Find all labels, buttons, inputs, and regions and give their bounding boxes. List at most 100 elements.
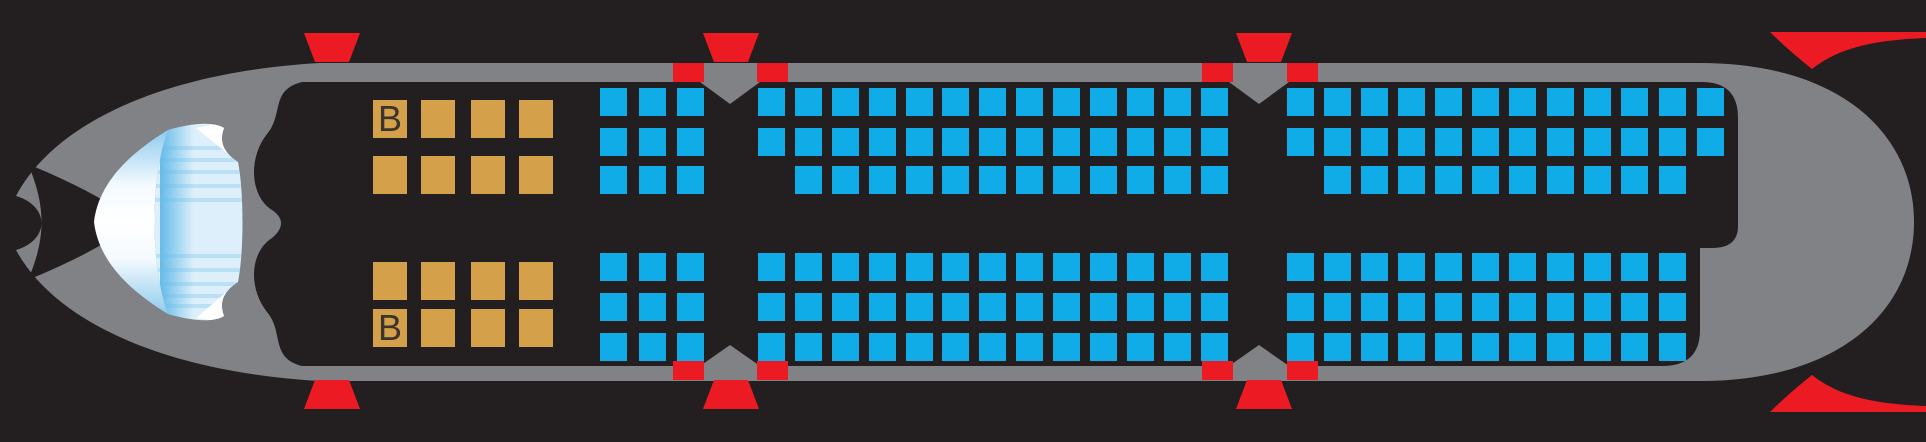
seat-economy[interactable]: [1090, 88, 1117, 116]
seat-economy[interactable]: [1435, 293, 1462, 321]
seat-economy[interactable]: [1361, 253, 1388, 281]
seat-economy[interactable]: [869, 253, 896, 281]
seat-economy[interactable]: [1127, 333, 1154, 361]
seat-economy[interactable]: [1472, 128, 1499, 156]
seat-economy[interactable]: [600, 253, 627, 281]
seat-economy[interactable]: [1659, 293, 1686, 321]
seat-economy[interactable]: [1016, 128, 1043, 156]
seat-economy[interactable]: [1324, 166, 1351, 194]
seat-economy[interactable]: [906, 333, 933, 361]
seat-economy[interactable]: [1127, 166, 1154, 194]
seat-economy[interactable]: [1584, 88, 1611, 116]
seat-economy[interactable]: [1016, 88, 1043, 116]
seat-economy[interactable]: [1287, 293, 1314, 321]
seat-economy[interactable]: [1472, 88, 1499, 116]
seat-economy[interactable]: [979, 88, 1006, 116]
seat-economy[interactable]: [1053, 333, 1080, 361]
seat-economy[interactable]: [600, 88, 627, 116]
seat-economy[interactable]: [1435, 333, 1462, 361]
seat-economy[interactable]: [869, 88, 896, 116]
seat-economy[interactable]: [1659, 166, 1686, 194]
seat-economy[interactable]: [1090, 253, 1117, 281]
seat-economy[interactable]: [1584, 333, 1611, 361]
seat-economy[interactable]: [832, 333, 859, 361]
seat-economy[interactable]: [1090, 166, 1117, 194]
seat-economy[interactable]: [1398, 253, 1425, 281]
seat-economy[interactable]: [1164, 88, 1191, 116]
seat-economy[interactable]: [1509, 253, 1536, 281]
seat-economy[interactable]: [906, 253, 933, 281]
seat-economy[interactable]: [758, 333, 785, 361]
seat-economy[interactable]: [639, 128, 666, 156]
seat-economy[interactable]: [942, 293, 969, 321]
seat-economy[interactable]: [1547, 293, 1574, 321]
seat-economy[interactable]: [1201, 128, 1228, 156]
seat-economy[interactable]: [600, 128, 627, 156]
seat-economy[interactable]: [1697, 88, 1724, 116]
seat-economy[interactable]: [1201, 88, 1228, 116]
seat-economy[interactable]: [1509, 333, 1536, 361]
seat-economy[interactable]: [600, 293, 627, 321]
seat-economy[interactable]: [1472, 253, 1499, 281]
seat-economy[interactable]: [1324, 88, 1351, 116]
seat-economy[interactable]: [1127, 253, 1154, 281]
seat-economy[interactable]: [979, 253, 1006, 281]
seat-business[interactable]: [471, 100, 505, 138]
seat-economy[interactable]: [758, 128, 785, 156]
seat-economy[interactable]: [1016, 293, 1043, 321]
seat-economy[interactable]: [832, 166, 859, 194]
seat-economy[interactable]: [1127, 293, 1154, 321]
seat-economy[interactable]: [832, 128, 859, 156]
seat-economy[interactable]: [1324, 128, 1351, 156]
seat-economy[interactable]: [1584, 128, 1611, 156]
seat-economy[interactable]: [1361, 88, 1388, 116]
seat-economy[interactable]: [1324, 293, 1351, 321]
seat-economy[interactable]: [942, 166, 969, 194]
seat-economy[interactable]: [758, 88, 785, 116]
seat-economy[interactable]: [1201, 253, 1228, 281]
seat-economy[interactable]: [639, 293, 666, 321]
seat-business[interactable]: [471, 156, 505, 194]
seat-economy[interactable]: [1659, 88, 1686, 116]
seat-economy[interactable]: [1435, 253, 1462, 281]
seat-economy[interactable]: [1361, 128, 1388, 156]
seat-economy[interactable]: [1621, 166, 1648, 194]
seat-economy[interactable]: [600, 333, 627, 361]
seat-economy[interactable]: [677, 293, 704, 321]
seat-economy[interactable]: [1053, 128, 1080, 156]
seat-economy[interactable]: [1164, 293, 1191, 321]
seat-business[interactable]: [373, 156, 407, 194]
seat-economy[interactable]: [1127, 128, 1154, 156]
seat-economy[interactable]: [1201, 293, 1228, 321]
seat-business[interactable]: [519, 309, 553, 347]
seat-economy[interactable]: [1472, 333, 1499, 361]
seat-economy[interactable]: [1164, 166, 1191, 194]
seat-economy[interactable]: [1621, 253, 1648, 281]
seat-economy[interactable]: [1287, 333, 1314, 361]
seat-economy[interactable]: [1324, 253, 1351, 281]
seat-economy[interactable]: [906, 293, 933, 321]
seat-economy[interactable]: [795, 293, 822, 321]
seat-economy[interactable]: [1090, 293, 1117, 321]
seat-economy[interactable]: [1697, 128, 1724, 156]
seat-economy[interactable]: [677, 166, 704, 194]
seat-economy[interactable]: [1659, 333, 1686, 361]
seat-economy[interactable]: [1164, 333, 1191, 361]
seat-economy[interactable]: [906, 166, 933, 194]
seat-economy[interactable]: [1547, 88, 1574, 116]
seat-economy[interactable]: [1324, 333, 1351, 361]
seat-economy[interactable]: [832, 253, 859, 281]
seat-economy[interactable]: [906, 128, 933, 156]
seat-economy[interactable]: [1621, 88, 1648, 116]
seat-economy[interactable]: [1398, 293, 1425, 321]
seat-economy[interactable]: [1509, 128, 1536, 156]
seat-economy[interactable]: [869, 166, 896, 194]
seat-economy[interactable]: [1509, 293, 1536, 321]
seat-economy[interactable]: [869, 128, 896, 156]
seat-economy[interactable]: [1127, 88, 1154, 116]
seat-economy[interactable]: [795, 333, 822, 361]
seat-economy[interactable]: [1584, 166, 1611, 194]
seat-economy[interactable]: [1621, 293, 1648, 321]
seat-economy[interactable]: [1435, 128, 1462, 156]
seat-economy[interactable]: [1090, 128, 1117, 156]
